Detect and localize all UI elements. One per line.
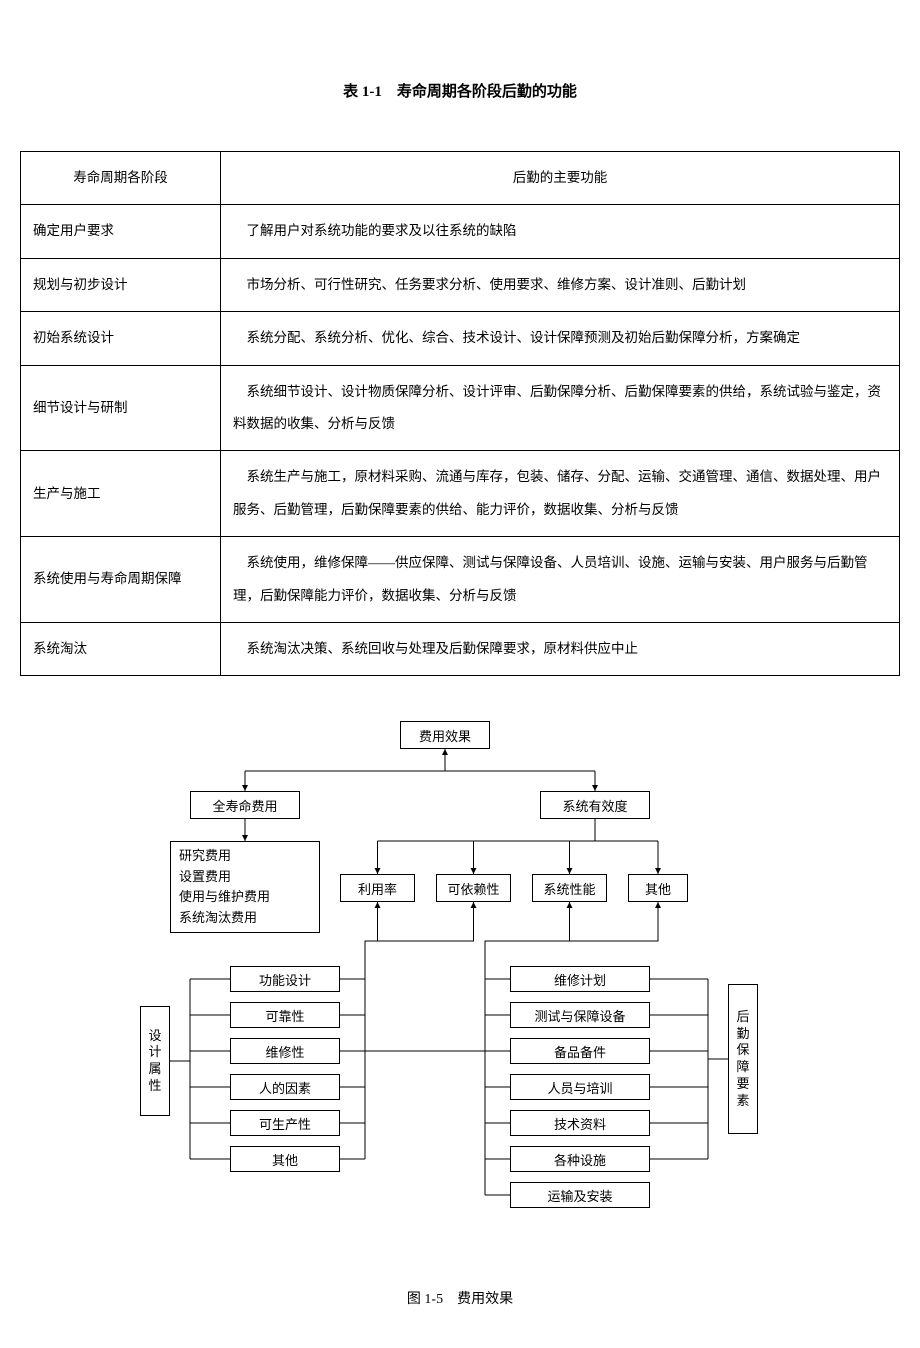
- left-item: 其他: [230, 1146, 340, 1172]
- figure-caption: 图 1-5 费用效果: [140, 1288, 780, 1308]
- cell-function: 系统生产与施工，原材料采购、流通与库存，包装、储存、分配、运输、交通管理、通信、…: [221, 451, 900, 537]
- table-row: 规划与初步设计市场分析、可行性研究、任务要求分析、使用要求、维修方案、设计准则、…: [21, 258, 900, 311]
- table-row: 细节设计与研制系统细节设计、设计物质保障分析、设计评审、后勤保障分析、后勤保障要…: [21, 365, 900, 451]
- right-item: 备品备件: [510, 1038, 650, 1064]
- cell-function: 市场分析、可行性研究、任务要求分析、使用要求、维修方案、设计准则、后勤计划: [221, 258, 900, 311]
- cell-phase: 初始系统设计: [21, 312, 221, 365]
- left-item: 维修性: [230, 1038, 340, 1064]
- left-item: 人的因素: [230, 1074, 340, 1100]
- table-row: 系统淘汰系统淘汰决策、系统回收与处理及后勤保障要求，原材料供应中止: [21, 622, 900, 675]
- node-root: 费用效果: [400, 721, 490, 749]
- table-row: 系统使用与寿命周期保障系统使用，维修保障——供应保障、测试与保障设备、人员培训、…: [21, 537, 900, 623]
- right-item: 技术资料: [510, 1110, 650, 1136]
- cell-function: 系统淘汰决策、系统回收与处理及后勤保障要求，原材料供应中止: [221, 622, 900, 675]
- node-util: 利用率: [340, 874, 415, 902]
- node-other: 其他: [628, 874, 688, 902]
- right-item: 维修计划: [510, 966, 650, 992]
- table-header-row: 寿命周期各阶段 后勤的主要功能: [21, 152, 900, 205]
- right-item: 各种设施: [510, 1146, 650, 1172]
- left-item: 功能设计: [230, 966, 340, 992]
- cell-phase: 确定用户要求: [21, 205, 221, 258]
- table-row: 确定用户要求了解用户对系统功能的要求及以往系统的缺陷: [21, 205, 900, 258]
- right-item: 人员与培训: [510, 1074, 650, 1100]
- cell-function: 系统分配、系统分析、优化、综合、技术设计、设计保障预测及初始后勤保障分析，方案确…: [221, 312, 900, 365]
- cell-function: 了解用户对系统功能的要求及以往系统的缺陷: [221, 205, 900, 258]
- lifecycle-table: 寿命周期各阶段 后勤的主要功能 确定用户要求了解用户对系统功能的要求及以往系统的…: [20, 151, 900, 676]
- table-row: 生产与施工系统生产与施工，原材料采购、流通与库存，包装、储存、分配、运输、交通管…: [21, 451, 900, 537]
- cell-function: 系统使用，维修保障——供应保障、测试与保障设备、人员培训、设施、运输与安装、用户…: [221, 537, 900, 623]
- right-item: 测试与保障设备: [510, 1002, 650, 1028]
- cell-phase: 系统淘汰: [21, 622, 221, 675]
- label-logistics: 后勤保障要素: [728, 984, 758, 1134]
- label-design-attr: 设计属性: [140, 1006, 170, 1116]
- th-phase: 寿命周期各阶段: [21, 152, 221, 205]
- diagram: 费用效果全寿命费用 系统有效度研究费用设置费用使用与维护费用系统淘汰费用利用率可依…: [140, 716, 780, 1308]
- left-item: 可靠性: [230, 1002, 340, 1028]
- cell-function: 系统细节设计、设计物质保障分析、设计评审、后勤保障分析、后勤保障要素的供给，系统…: [221, 365, 900, 451]
- cell-phase: 生产与施工: [21, 451, 221, 537]
- node-depend: 可依赖性: [436, 874, 511, 902]
- cell-phase: 细节设计与研制: [21, 365, 221, 451]
- table-row: 初始系统设计系统分配、系统分析、优化、综合、技术设计、设计保障预测及初始后勤保障…: [21, 312, 900, 365]
- node-effectiveness: 系统有效度: [540, 791, 650, 819]
- cell-phase: 系统使用与寿命周期保障: [21, 537, 221, 623]
- node-costs: 研究费用设置费用使用与维护费用系统淘汰费用: [170, 841, 320, 933]
- left-item: 可生产性: [230, 1110, 340, 1136]
- cell-phase: 规划与初步设计: [21, 258, 221, 311]
- node-perf: 系统性能: [532, 874, 607, 902]
- node-lcc: 全寿命费用: [190, 791, 300, 819]
- right-item: 运输及安装: [510, 1182, 650, 1208]
- table-title: 表 1-1 寿命周期各阶段后勤的功能: [20, 80, 900, 101]
- th-function: 后勤的主要功能: [221, 152, 900, 205]
